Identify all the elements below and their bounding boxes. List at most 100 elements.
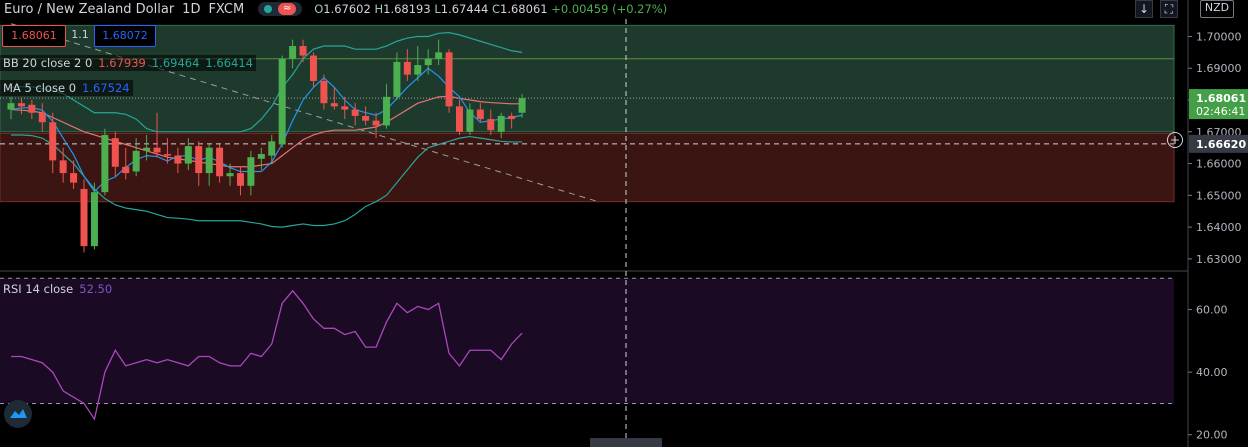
add-alert-icon[interactable]: + bbox=[1167, 132, 1183, 148]
last-price-badge bbox=[1189, 89, 1248, 120]
bb-basis-line bbox=[10, 95, 523, 168]
timeframe-label[interactable]: 1D bbox=[182, 1, 201, 17]
ma-value: 1.67524 bbox=[82, 81, 130, 95]
candle-body bbox=[111, 138, 119, 167]
candle-body bbox=[320, 80, 328, 104]
green-zone bbox=[0, 24, 1175, 133]
candle-body bbox=[59, 160, 67, 174]
exchange-label: FXCM bbox=[208, 1, 245, 17]
candle-body bbox=[143, 147, 151, 151]
candle-body bbox=[174, 155, 182, 164]
candle-body bbox=[90, 192, 98, 247]
price-tick-label: 1.64000 bbox=[1196, 221, 1242, 234]
bb-upper-value: 1.67939 bbox=[98, 56, 146, 70]
candle-body bbox=[508, 115, 516, 120]
candle-body bbox=[309, 55, 317, 81]
candle-body bbox=[7, 103, 15, 110]
price-tick-label: 1.69000 bbox=[1196, 62, 1242, 75]
red-zone bbox=[0, 132, 1175, 203]
candle-body bbox=[476, 109, 484, 120]
rsi-legend[interactable]: RSI 14 close 52.50 bbox=[3, 282, 113, 296]
candle-body bbox=[278, 58, 286, 145]
candle-body bbox=[424, 58, 432, 66]
candle-body bbox=[455, 106, 463, 132]
candle-body bbox=[70, 173, 78, 183]
rsi-line bbox=[11, 289, 523, 421]
market-open-icon bbox=[264, 5, 273, 13]
crosshair-time-badge bbox=[590, 438, 662, 447]
ask-price[interactable]: 1.68072 bbox=[94, 25, 156, 47]
candle-body bbox=[257, 154, 265, 159]
bb-mid-value: 1.69464 bbox=[151, 56, 200, 70]
crosshair-price-badge bbox=[1189, 134, 1248, 153]
open-value: 1.67602 bbox=[323, 2, 371, 16]
candle-body bbox=[393, 61, 401, 97]
price-tick-label: 1.63000 bbox=[1196, 253, 1242, 266]
rsi-value: 52.50 bbox=[79, 282, 113, 296]
candle-body bbox=[497, 115, 505, 132]
candle-body bbox=[205, 147, 213, 174]
price-axis-bg bbox=[1188, 0, 1248, 447]
candle-body bbox=[518, 98, 526, 113]
candle-body bbox=[226, 173, 234, 177]
bb-lower-value: 1.66414 bbox=[205, 56, 253, 70]
scroll-down-icon[interactable]: ↓ bbox=[1135, 0, 1153, 18]
tradingview-logo[interactable] bbox=[4, 400, 32, 428]
currency-label[interactable]: NZD bbox=[1200, 0, 1234, 18]
candle-body bbox=[49, 122, 57, 161]
close-value: 1.68061 bbox=[500, 2, 548, 16]
trend-line bbox=[10, 23, 599, 203]
candle-body bbox=[153, 147, 161, 153]
low-value: 1.67444 bbox=[440, 2, 489, 16]
bid-price[interactable]: 1.68061 bbox=[2, 25, 66, 47]
candle-body bbox=[132, 150, 140, 172]
candle-body bbox=[362, 115, 370, 121]
bb-upper-line bbox=[10, 32, 523, 133]
countdown-label: 02:46:41 bbox=[1196, 105, 1245, 118]
symbol-title[interactable]: Euro / New Zealand Dollar bbox=[4, 1, 175, 17]
candle-body bbox=[372, 120, 380, 126]
price-tick-label: 1.70000 bbox=[1196, 30, 1242, 43]
change-value: +0.00459 (+0.27%) bbox=[551, 2, 668, 16]
candle-body bbox=[403, 61, 411, 75]
candle-body bbox=[122, 166, 130, 174]
candle-body bbox=[236, 173, 244, 186]
candle-body bbox=[414, 65, 422, 75]
candle-body bbox=[341, 106, 349, 110]
last-price-label: 1.68061 bbox=[1196, 92, 1246, 105]
candle-body bbox=[487, 119, 495, 131]
market-status-pill[interactable]: ≈ bbox=[258, 2, 303, 16]
candle-body bbox=[351, 109, 359, 116]
rsi-tick-label: 20.00 bbox=[1196, 429, 1228, 442]
wave-icon: ≈ bbox=[278, 3, 297, 15]
high-value: 1.68193 bbox=[383, 2, 431, 16]
ma-legend[interactable]: MA 5 close 0 1.67524 bbox=[0, 80, 133, 96]
candle-body bbox=[184, 146, 192, 164]
candle-body bbox=[195, 146, 203, 174]
chart-header: Euro / New Zealand Dollar 1D FXCM ≈ O1.6… bbox=[0, 0, 667, 18]
price-tick-label: 1.65000 bbox=[1196, 189, 1242, 202]
crosshair-price-label: 1.66620 bbox=[1196, 138, 1246, 151]
price-tick-label: 1.66000 bbox=[1196, 158, 1242, 171]
candle-body bbox=[445, 52, 453, 107]
candle-body bbox=[289, 46, 297, 59]
rsi-tick-label: 60.00 bbox=[1196, 304, 1228, 317]
candle-body bbox=[80, 188, 88, 247]
rsi-tick-label: 40.00 bbox=[1196, 366, 1228, 379]
candle-body bbox=[163, 154, 171, 156]
ohlc-readout: O1.67602 H1.68193 L1.67444 C1.68061 +0.0… bbox=[314, 2, 668, 16]
candle-body bbox=[216, 147, 224, 177]
fullscreen-icon[interactable]: ⛶ bbox=[1160, 0, 1178, 18]
candle-body bbox=[101, 134, 109, 193]
spread-value: 1.1 bbox=[71, 28, 89, 41]
ma5-line bbox=[10, 67, 523, 193]
candle-body bbox=[247, 157, 255, 186]
candle-body bbox=[28, 104, 36, 113]
candle-body bbox=[299, 46, 307, 56]
candle-body bbox=[330, 103, 338, 107]
candle-body bbox=[466, 109, 474, 132]
rsi-band bbox=[0, 278, 1174, 404]
candle-body bbox=[382, 96, 390, 126]
bb-legend[interactable]: BB 20 close 2 0 1.67939 1.69464 1.66414 bbox=[0, 55, 256, 71]
